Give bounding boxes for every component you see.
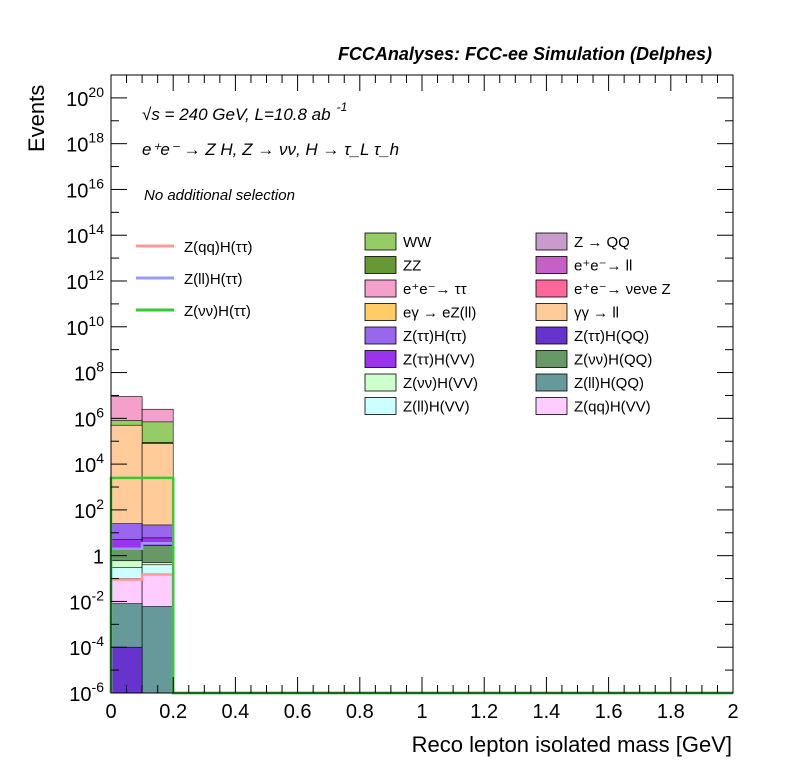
legend-swatch bbox=[535, 397, 568, 415]
ylabel: Events bbox=[24, 85, 49, 152]
y-tick-label: 10-2 bbox=[69, 587, 104, 614]
legend-label: Z(qq)H(ττ) bbox=[184, 239, 253, 256]
signal-line-2 bbox=[109, 476, 733, 695]
legend-label: e⁺e⁻→ ll bbox=[574, 258, 632, 275]
legend-label: Z(ττ)H(ττ) bbox=[403, 328, 467, 345]
legend-label: Z(ττ)H(VV) bbox=[403, 352, 475, 369]
signal-lines bbox=[109, 476, 733, 695]
x-tick-label: 0.2 bbox=[159, 701, 187, 723]
legend-label: Z(νν)H(VV) bbox=[403, 375, 478, 392]
legend-label: e⁺e⁻→ ττ bbox=[403, 281, 467, 298]
x-tick-label: 0.4 bbox=[221, 701, 249, 723]
info-energy: √s = 240 GeV, L=10.8 ab -1 bbox=[142, 100, 347, 124]
legend-swatch bbox=[535, 373, 568, 392]
signal-line-1 bbox=[109, 541, 733, 695]
y-tick-label: 1012 bbox=[66, 267, 104, 294]
x-tick-label: 2 bbox=[727, 701, 738, 723]
legend-label: eγ → eZ(ll) bbox=[403, 305, 476, 322]
legend-swatch bbox=[535, 232, 568, 251]
info-process: e⁺e⁻ → Z H, Z → νν, H → τ_L τ_h bbox=[142, 140, 399, 159]
y-axis: 1020 1018 1016 1014 1012 1010 108 106 104 102 1 10-… bbox=[66, 74, 733, 706]
legend-swatch bbox=[364, 232, 397, 251]
legend: Z(qq)H(ττ) Z(ll)H(ττ) Z(νν)H(ττ) WW ZZ e⁺e⁻→ … bbox=[136, 232, 671, 416]
y-tick-label: 10-6 bbox=[69, 679, 104, 706]
legend-swatch bbox=[535, 256, 568, 274]
x-tick-label: 1 bbox=[416, 701, 427, 723]
x-tick-label: 1.2 bbox=[470, 701, 498, 723]
x-axis: 0 0.2 0.4 0.6 0.8 1 1.2 1.4 1.6 1.8 2 bbox=[105, 75, 739, 723]
xlabel: Reco lepton isolated mass [GeV] bbox=[412, 732, 732, 757]
x-tick-label: 0 bbox=[105, 701, 116, 723]
legend-swatch bbox=[535, 303, 568, 321]
x-tick-label: 0.6 bbox=[284, 701, 312, 723]
y-tick-label: 106 bbox=[74, 404, 104, 431]
y-tick-label: 104 bbox=[74, 450, 104, 477]
legend-label: WW bbox=[403, 234, 432, 251]
info-selection: No additional selection bbox=[144, 187, 295, 204]
legend-swatch bbox=[364, 397, 397, 415]
legend-swatch bbox=[364, 373, 397, 392]
y-tick-label: 108 bbox=[74, 359, 104, 386]
legend-label: Z(qq)H(VV) bbox=[574, 399, 651, 416]
legend-label: Z(ll)H(ττ) bbox=[184, 271, 243, 288]
legend-swatch bbox=[535, 279, 568, 298]
x-tick-label: 1.8 bbox=[657, 701, 685, 723]
header-title: FCCAnalyses: FCC-ee Simulation (Delphes) bbox=[338, 44, 712, 64]
legend-label: γγ → ll bbox=[574, 305, 619, 322]
y-tick-label: 1018 bbox=[66, 130, 104, 157]
x-tick-label: 1.4 bbox=[532, 701, 560, 723]
x-tick-label: 0.8 bbox=[346, 701, 374, 723]
legend-swatch bbox=[364, 256, 397, 274]
legend-label: Z → QQ bbox=[574, 234, 630, 251]
y-tick-label: 1020 bbox=[66, 84, 104, 111]
legend-swatch bbox=[364, 350, 397, 368]
legend-swatch bbox=[364, 303, 397, 321]
legend-swatch bbox=[364, 279, 397, 298]
legend-swatch bbox=[535, 350, 568, 368]
legend-swatch bbox=[535, 326, 568, 345]
legend-label: e⁺e⁻→ νeνe Z bbox=[574, 281, 671, 298]
signal-line-0 bbox=[109, 573, 733, 695]
y-tick-label: 1 bbox=[93, 547, 104, 569]
x-tick-label: 1.6 bbox=[595, 701, 623, 723]
y-tick-label: 10-4 bbox=[69, 633, 104, 660]
y-tick-label: 1016 bbox=[66, 175, 104, 202]
legend-label: Z(ll)H(VV) bbox=[403, 399, 470, 416]
stack-bars bbox=[110, 396, 174, 694]
y-tick-label: 102 bbox=[74, 496, 104, 523]
bar-15-1 bbox=[141, 606, 174, 694]
legend-label: Z(ll)H(QQ) bbox=[574, 375, 644, 392]
legend-label: Z(νν)H(QQ) bbox=[574, 352, 652, 369]
legend-swatch bbox=[364, 326, 397, 345]
y-tick-label: 1014 bbox=[66, 221, 104, 248]
legend-label: ZZ bbox=[403, 258, 421, 275]
legend-label: Z(νν)H(ττ) bbox=[184, 303, 251, 320]
legend-label: Z(ττ)H(QQ) bbox=[574, 328, 649, 345]
y-tick-label: 1010 bbox=[66, 313, 104, 340]
